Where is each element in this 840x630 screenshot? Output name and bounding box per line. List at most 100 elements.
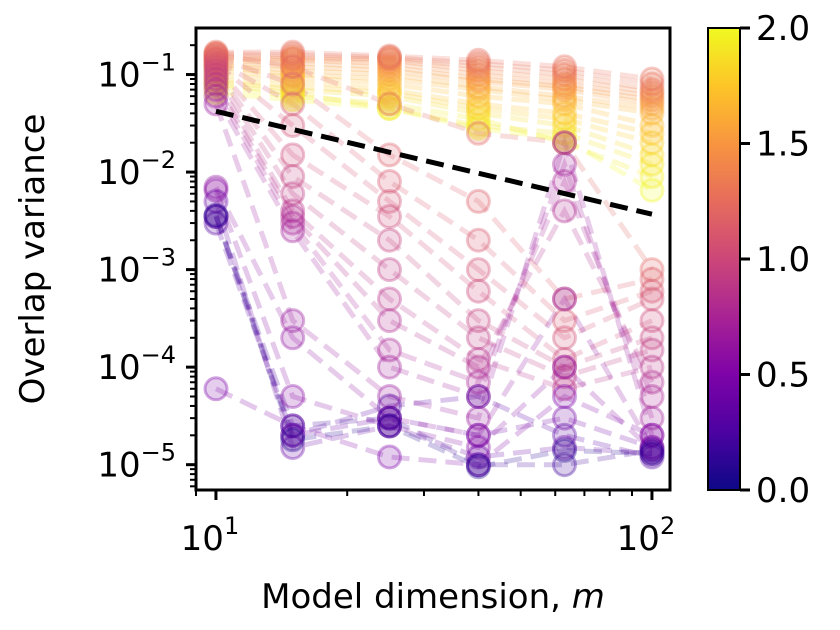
data-point bbox=[465, 278, 491, 304]
data-point bbox=[465, 54, 491, 80]
data-point bbox=[280, 427, 306, 453]
series-line bbox=[213, 200, 653, 460]
data-point bbox=[552, 325, 577, 351]
data-point bbox=[465, 83, 491, 109]
data-point bbox=[465, 346, 491, 372]
data-point bbox=[377, 188, 402, 214]
data-point bbox=[639, 83, 665, 109]
data-point bbox=[552, 62, 577, 87]
data-point bbox=[465, 74, 491, 100]
data-point bbox=[639, 384, 665, 409]
data-point bbox=[465, 47, 491, 73]
data-point bbox=[203, 202, 229, 228]
data-point bbox=[377, 66, 402, 92]
series-line bbox=[213, 82, 655, 384]
data-point bbox=[639, 325, 665, 351]
series-line bbox=[215, 81, 653, 167]
data-point bbox=[377, 77, 402, 103]
plot-area bbox=[203, 39, 665, 480]
data-point bbox=[465, 444, 491, 470]
data-point bbox=[203, 42, 229, 68]
data-point bbox=[639, 437, 665, 463]
data-point bbox=[377, 62, 402, 87]
data-point bbox=[639, 100, 665, 126]
data-point bbox=[377, 46, 402, 72]
data-point bbox=[465, 68, 491, 94]
data-point bbox=[377, 308, 402, 334]
data-point bbox=[552, 151, 577, 177]
data-point bbox=[280, 47, 306, 73]
data-point bbox=[639, 405, 665, 431]
data-point bbox=[639, 77, 665, 103]
y-axis: 10−5 10−4 10−3 10−2 10−1 bbox=[97, 44, 196, 488]
data-point bbox=[639, 95, 665, 121]
data-point bbox=[280, 62, 306, 87]
data-point bbox=[280, 44, 306, 70]
data-point bbox=[377, 413, 402, 439]
data-point bbox=[203, 54, 229, 80]
data-point bbox=[203, 66, 229, 92]
data-point bbox=[465, 120, 491, 146]
data-point bbox=[465, 113, 491, 138]
data-point bbox=[377, 54, 402, 80]
data-point bbox=[203, 44, 229, 70]
data-point bbox=[377, 44, 402, 70]
data-point bbox=[280, 74, 306, 100]
data-point bbox=[465, 405, 491, 431]
data-point bbox=[552, 113, 577, 138]
data-point bbox=[377, 43, 402, 69]
data-point bbox=[552, 100, 577, 126]
data-point bbox=[639, 441, 665, 467]
y-tick-label: 10−3 bbox=[97, 244, 176, 291]
data-point bbox=[639, 422, 665, 448]
series-line bbox=[213, 214, 653, 470]
data-point bbox=[465, 66, 491, 92]
data-point bbox=[465, 354, 491, 380]
data-point bbox=[552, 286, 577, 312]
series-line bbox=[213, 73, 653, 380]
series-line bbox=[213, 186, 655, 449]
data-point bbox=[377, 91, 402, 117]
y-tick-label: 10−5 bbox=[97, 439, 176, 486]
data-point bbox=[465, 50, 491, 76]
data-point bbox=[639, 87, 665, 113]
data-point bbox=[280, 308, 306, 334]
series-line bbox=[215, 55, 653, 302]
data-point bbox=[280, 80, 306, 106]
data-point bbox=[639, 441, 665, 467]
data-point bbox=[552, 126, 577, 152]
data-point bbox=[203, 50, 229, 76]
data-point bbox=[377, 47, 402, 73]
series-line bbox=[214, 65, 654, 363]
data-point bbox=[377, 83, 402, 109]
data-point bbox=[639, 437, 665, 463]
data-point bbox=[639, 120, 665, 146]
data-point bbox=[639, 113, 665, 138]
data-point bbox=[465, 308, 491, 334]
data-point bbox=[203, 58, 229, 83]
data-point bbox=[639, 444, 665, 470]
series-line bbox=[213, 77, 653, 392]
data-point bbox=[203, 71, 229, 97]
data-point bbox=[465, 95, 491, 121]
data-point bbox=[203, 47, 229, 73]
data-point bbox=[377, 169, 402, 194]
data-point bbox=[552, 87, 577, 113]
data-point bbox=[377, 257, 402, 283]
colorbar-tick-label: 2.0 bbox=[756, 9, 810, 49]
data-point bbox=[377, 354, 402, 380]
data-point bbox=[203, 210, 229, 236]
data-point bbox=[377, 142, 402, 168]
data-point bbox=[639, 130, 665, 156]
series-line bbox=[215, 62, 653, 111]
series-line bbox=[213, 222, 653, 460]
data-point bbox=[203, 46, 229, 72]
data-point bbox=[280, 54, 306, 80]
data-point bbox=[203, 66, 229, 92]
series-line bbox=[213, 69, 653, 370]
data-point bbox=[203, 83, 229, 109]
data-point bbox=[639, 151, 665, 177]
data-point bbox=[280, 204, 306, 229]
data-point bbox=[639, 71, 665, 97]
data-point bbox=[280, 64, 306, 90]
